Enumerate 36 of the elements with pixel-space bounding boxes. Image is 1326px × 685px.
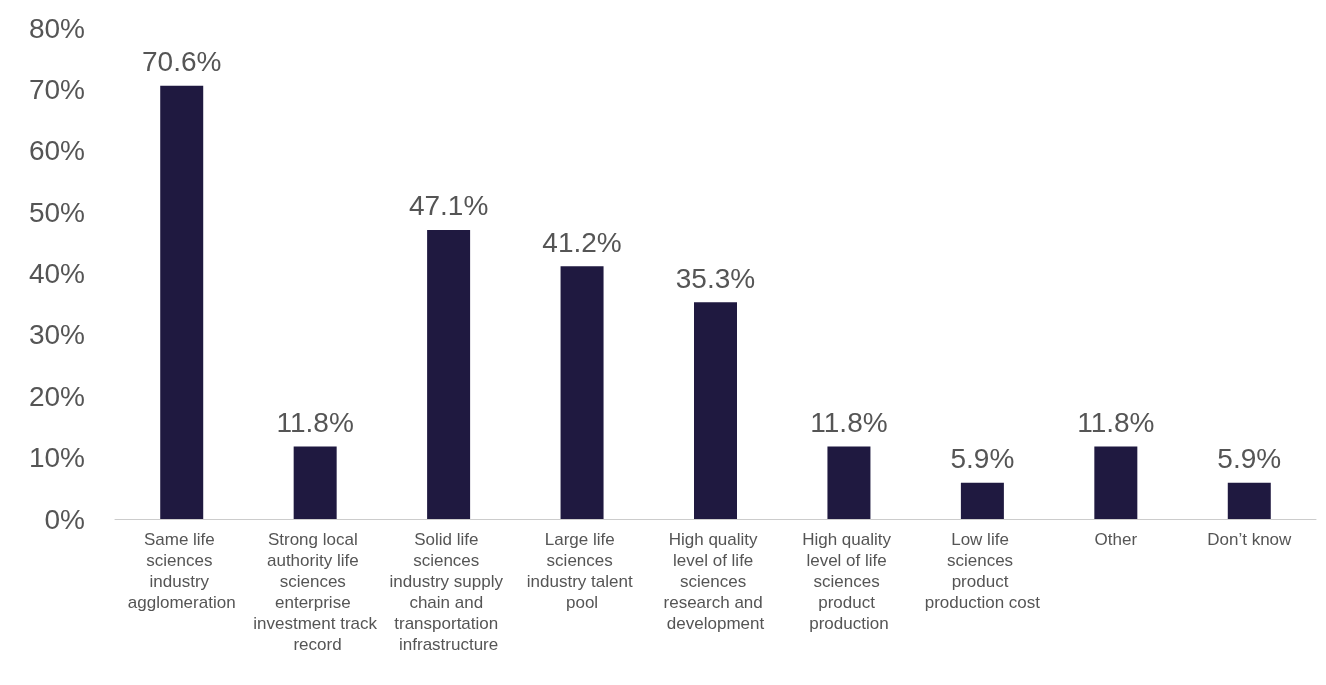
x-tick-label: Other [1094, 530, 1138, 549]
bar [1094, 446, 1138, 519]
bar [827, 446, 871, 519]
y-tick-label: 70% [28, 73, 85, 105]
data-label: 11.8% [1077, 407, 1155, 439]
x-tick-label: Low life sciences product production cost [924, 530, 1041, 612]
bar [960, 482, 1004, 519]
data-label: 41.2% [542, 226, 622, 258]
bar [1227, 482, 1271, 519]
x-tick-label: Large life sciences industry talent pool [526, 530, 638, 612]
y-tick-label: 20% [28, 380, 85, 412]
data-label: 35.3% [675, 262, 756, 294]
y-tick-label: 30% [28, 319, 85, 351]
y-tick-label: 40% [28, 258, 85, 289]
data-label: 5.9% [1217, 443, 1282, 475]
x-tick-label: High quality level of life sciences research and development [663, 530, 768, 633]
y-tick-label: 60% [28, 135, 85, 167]
x-tick-label: Solid life sciences industry supply chain and transportation infrastructure [389, 530, 508, 654]
x-tick-label: Don’t know [1207, 530, 1293, 549]
bar [694, 302, 737, 519]
x-tick-label: Strong local authority life sciences enterprise investment track record [253, 530, 378, 654]
data-label: 11.8% [276, 407, 354, 439]
data-label: 70.6% [142, 46, 222, 78]
x-tick-label: High quality level of life sciences product production [802, 530, 896, 633]
y-tick-label: 0% [44, 503, 85, 535]
bar [160, 85, 204, 519]
bar [560, 266, 604, 519]
x-tick-label: Same life sciences industry agglomeration [127, 530, 236, 612]
y-tick-label: 10% [28, 442, 85, 474]
data-label: 5.9% [950, 443, 1015, 475]
y-tick-label: 80% [28, 12, 85, 44]
bar [293, 446, 337, 519]
data-label: 11.8% [810, 407, 888, 439]
bar [427, 229, 471, 519]
data-label: 47.1% [408, 190, 489, 222]
y-tick-label: 50% [28, 196, 85, 228]
